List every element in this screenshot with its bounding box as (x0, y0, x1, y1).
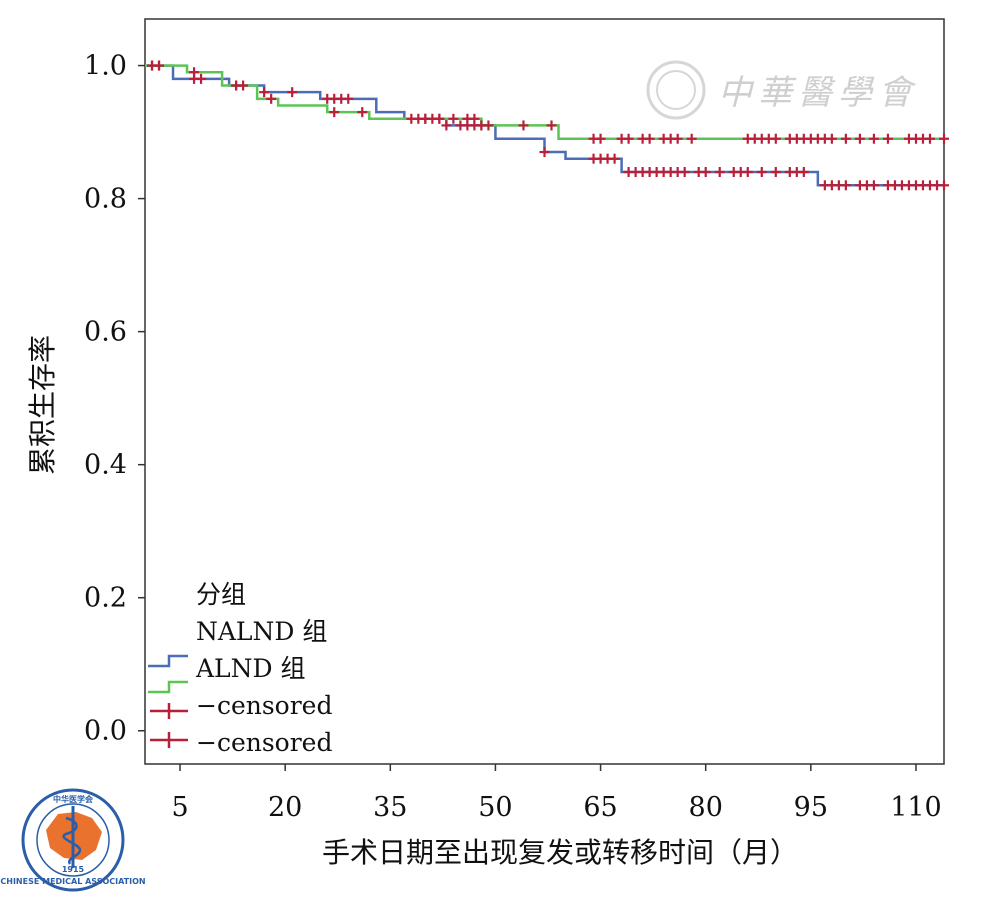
censor-mark-nalnd (441, 120, 452, 131)
censor-mark-alnd (518, 120, 529, 131)
censor-mark-alnd (154, 60, 165, 71)
y-axis-title: 累积生存率 (26, 335, 59, 475)
x-tick-label: 35 (373, 792, 407, 823)
censor-mark-alnd (924, 133, 935, 144)
censor-mark-nalnd (714, 166, 725, 177)
legend-swatch-censored-1 (150, 703, 188, 719)
legend-swatch-alnd (148, 680, 188, 694)
y-tick-label: 0.6 (84, 317, 127, 348)
censor-layer (147, 60, 949, 191)
logo-year: 1915 (62, 865, 85, 874)
censor-mark-alnd (882, 133, 893, 144)
plot-frame (144, 18, 945, 765)
censor-mark-alnd (546, 120, 557, 131)
y-tick-label: 0.2 (84, 583, 127, 614)
censor-mark-alnd (469, 113, 480, 124)
x-tick-label: 110 (890, 792, 942, 823)
legend-swatch-nalnd (148, 654, 188, 668)
x-tick-label: 65 (583, 792, 617, 823)
legend-label-alnd: ALND 组 (195, 654, 306, 683)
censor-mark-alnd (483, 120, 494, 131)
x-axis: 5 20 35 50 65 80 95 110 (171, 764, 942, 823)
censor-mark-nalnd (756, 166, 767, 177)
x-axis-title: 手术日期至出现复发或转移时间（月） (322, 836, 798, 869)
x-tick-label: 5 (171, 792, 188, 823)
censor-mark-nalnd (840, 180, 851, 191)
watermark-text: 中華醫學會 (718, 73, 918, 113)
censor-mark-nalnd (287, 87, 298, 98)
censor-mark-alnd (854, 133, 865, 144)
censor-mark-alnd (266, 93, 277, 104)
censor-mark-nalnd (939, 180, 949, 191)
censor-mark-alnd (448, 113, 459, 124)
x-tick-label: 95 (794, 792, 828, 823)
censor-mark-alnd (868, 133, 879, 144)
y-axis: 0.0 0.2 0.4 0.6 0.8 1.0 (84, 51, 145, 747)
censor-mark-nalnd (539, 147, 550, 158)
watermark: 中華醫學會 (646, 60, 918, 120)
legend: 分组 NALND 组 ALND 组 −censored −censored (148, 580, 332, 757)
censor-mark-nalnd (742, 166, 753, 177)
censor-mark-nalnd (798, 166, 809, 177)
censor-mark-nalnd (679, 166, 690, 177)
logo-text: 中华医学会 (53, 794, 93, 804)
x-tick-label: 20 (268, 792, 302, 823)
censor-mark-nalnd (343, 93, 354, 104)
legend-title: 分组 (196, 580, 246, 609)
watermark-seal-inner (656, 70, 696, 110)
censor-mark-nalnd (196, 73, 207, 84)
censor-mark-nalnd (868, 180, 879, 191)
y-tick-label: 0.0 (84, 716, 127, 747)
y-tick-label: 0.8 (84, 184, 127, 215)
censor-mark-alnd (672, 133, 683, 144)
censor-mark-nalnd (259, 87, 270, 98)
censor-mark-alnd (357, 107, 368, 118)
censor-mark-alnd (770, 133, 781, 144)
association-logo: 中华医学会 CHINESE MEDICAL ASSOCIATION 1915 (0, 788, 146, 892)
legend-label-censored-1: −censored (196, 691, 332, 720)
y-tick-label: 0.4 (84, 450, 127, 481)
censor-mark-nalnd (770, 166, 781, 177)
censor-mark-alnd (644, 133, 655, 144)
censor-mark-alnd (826, 133, 837, 144)
censor-mark-nalnd (700, 166, 711, 177)
logo-inner-ring (36, 803, 110, 877)
censor-mark-alnd (189, 67, 200, 78)
censor-mark-alnd (595, 133, 606, 144)
censor-mark-alnd (939, 133, 949, 144)
censor-mark-alnd (329, 107, 340, 118)
censor-mark-nalnd (609, 153, 620, 164)
censor-mark-alnd (840, 133, 851, 144)
legend-label-censored-2: −censored (196, 728, 332, 757)
censor-mark-alnd (686, 133, 697, 144)
x-tick-label: 50 (478, 792, 512, 823)
logo-snake (62, 816, 82, 865)
logo-subtext: CHINESE MEDICAL ASSOCIATION (0, 877, 145, 886)
censor-mark-alnd (434, 113, 445, 124)
legend-swatch-censored-2 (150, 732, 188, 748)
y-tick-label: 1.0 (84, 51, 127, 82)
legend-label-nalnd: NALND 组 (196, 617, 327, 646)
censor-mark-alnd (623, 133, 634, 144)
x-tick-label: 80 (689, 792, 723, 823)
watermark-seal (646, 60, 706, 120)
censor-mark-alnd (231, 80, 242, 91)
